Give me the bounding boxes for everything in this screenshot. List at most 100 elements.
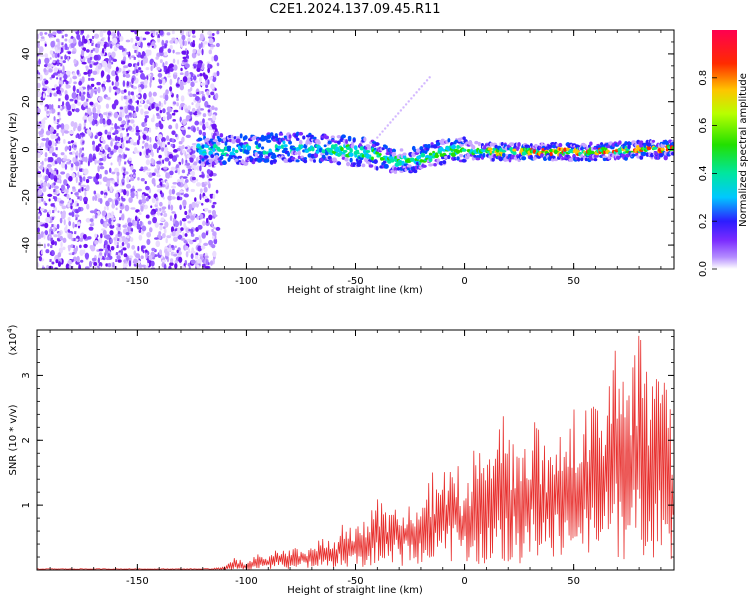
spectrogram-noise-cell: [86, 128, 92, 134]
spectrogram-noise-cell: [116, 241, 119, 246]
spectrogram-noise-cell: [87, 39, 90, 45]
snr-y-axis: 1 2 3: [21, 336, 674, 558]
spectrogram-noise-cell: [197, 49, 202, 54]
spectrogram-noise-cell: [181, 217, 187, 222]
spectrogram-signal-cell: [295, 159, 300, 163]
spectrogram-noise-cell: [94, 194, 98, 202]
spectrogram-noise-cell: [43, 117, 48, 120]
spectrogram-noise-cell: [155, 31, 159, 36]
spectrogram-signal-cell: [580, 154, 584, 158]
spectrogram-noise-cell: [172, 58, 176, 64]
spectrogram-noise-cell: [142, 37, 147, 41]
spectrogram-noise-cell: [200, 90, 204, 95]
spectrogram-noise-cell: [209, 260, 214, 266]
spectrogram-signal-cell: [461, 158, 467, 163]
spectrogram-signal-cell: [268, 148, 272, 154]
spectrogram-noise-cell: [44, 43, 47, 47]
snr-y-label: SNR (10 * v/v): [8, 404, 19, 475]
spectrogram-noise-cell: [74, 214, 80, 218]
spectrogram-noise-cell: [109, 224, 115, 229]
spectrogram-signal-cell: [251, 161, 256, 165]
spectrogram-noise-cell: [176, 97, 179, 102]
spectrogram-signal-cell: [491, 150, 495, 154]
spectrogram-noise-cell: [43, 233, 46, 240]
spectrogram-noise-cell: [56, 157, 62, 163]
spectrogram-noise-cell: [104, 244, 108, 249]
spectrogram-noise-cell: [136, 99, 139, 105]
spectrogram-noise-cell: [148, 96, 154, 104]
spectrogram-noise-streak: [114, 30, 139, 269]
spectrogram-signal-cell: [269, 132, 274, 137]
spectrogram-noise-cell: [183, 58, 188, 63]
spectrogram-noise-cell: [65, 80, 69, 85]
spectrogram-signal-cell: [651, 139, 656, 143]
spectrogram-signal-cell: [440, 138, 445, 142]
figure-title: C2E1.2024.137.09.45.R11: [269, 2, 441, 17]
spectrogram-noise-cell: [116, 226, 122, 231]
spectrogram-noise-cell: [167, 195, 173, 201]
svg-text:(x104): (x104): [6, 324, 19, 355]
spectrogram-noise-cell: [57, 261, 62, 268]
spectrogram-noise-cell: [166, 235, 172, 239]
spectrogram-signal-cell: [287, 152, 290, 157]
spectrogram-signal-cell: [439, 153, 443, 158]
spectrogram-noise-cell: [211, 56, 214, 62]
spectrogram-noise-cell: [113, 237, 117, 241]
spectrogram-noise-cell: [184, 178, 189, 183]
spectrogram-noise-cell: [169, 67, 174, 72]
spectrogram-noise-cell: [103, 43, 107, 50]
spectrogram-noise-cell: [45, 141, 49, 148]
spectrogram-noise-cell: [182, 176, 188, 179]
spectrogram-noise-cell: [109, 230, 114, 236]
spectrogram-noise-cell: [166, 32, 171, 36]
spectrogram-noise-cell: [184, 108, 189, 113]
spectrogram-faint-streak: [425, 79, 429, 82]
spectrogram-noise-cell: [48, 140, 52, 147]
spectrogram-noise-cell: [166, 135, 170, 142]
spectrogram-noise-cell: [196, 111, 202, 115]
spectrogram-noise-cell: [80, 259, 84, 263]
spectrogram-noise-cell: [61, 162, 66, 169]
spectrogram-noise-cell: [137, 264, 143, 268]
spectrogram-signal-cell: [219, 155, 224, 161]
spectrogram-noise-cell: [158, 101, 162, 107]
spectrogram-noise-cell: [157, 172, 160, 178]
spectrogram-noise-cell: [96, 61, 99, 65]
snr-plot-area: [37, 330, 674, 570]
spectrogram-signal-cell: [272, 159, 278, 163]
spectrogram-noise-cell: [152, 91, 157, 97]
spectrogram-y-tick-label: -20: [21, 189, 32, 205]
spectrogram-noise-cell: [203, 195, 208, 200]
spectrogram-noise-cell: [97, 143, 102, 147]
spectrogram-signal: [196, 76, 674, 174]
spectrogram-noise-cell: [55, 47, 58, 53]
spectrogram-noise-cell: [170, 166, 176, 171]
spectrogram-noise-cell: [95, 67, 99, 71]
spectrogram-noise-cell: [144, 117, 148, 123]
spectrogram-signal-cell: [272, 154, 277, 159]
spectrogram-signal-cell: [391, 148, 397, 153]
spectrogram-noise-cell: [168, 160, 171, 166]
spectrogram-noise-cell: [65, 83, 70, 89]
spectrogram-noise-cell: [180, 237, 186, 241]
spectrogram-noise-cell: [114, 129, 119, 135]
spectrogram-signal-cell: [303, 156, 308, 160]
spectrogram-noise-cell: [128, 197, 133, 203]
spectrogram-noise-cell: [130, 105, 135, 111]
spectrogram-noise-cell: [76, 33, 81, 40]
spectrogram-noise-cell: [143, 92, 147, 100]
spectrogram-noise-cell: [67, 55, 70, 62]
spectrogram-faint-streak: [383, 127, 387, 130]
spectrogram-noise-cell: [47, 182, 50, 188]
spectrogram-noise-cell: [193, 162, 197, 166]
spectrogram-noise-cell: [52, 59, 56, 64]
spectrogram-panel: -150 -100 -50 0 50 -40 -20 0 20 40 Height of str…: [8, 29, 675, 296]
spectrogram-noise-cell: [190, 228, 194, 235]
spectrogram-signal-cell: [288, 134, 292, 139]
spectrogram-noise-cell: [191, 170, 195, 177]
spectrogram-noise-cell: [129, 56, 132, 60]
spectrogram-noise-cell: [68, 130, 74, 135]
spectrogram-noise-cell: [90, 77, 95, 81]
spectrogram-noise-cell: [114, 239, 118, 246]
